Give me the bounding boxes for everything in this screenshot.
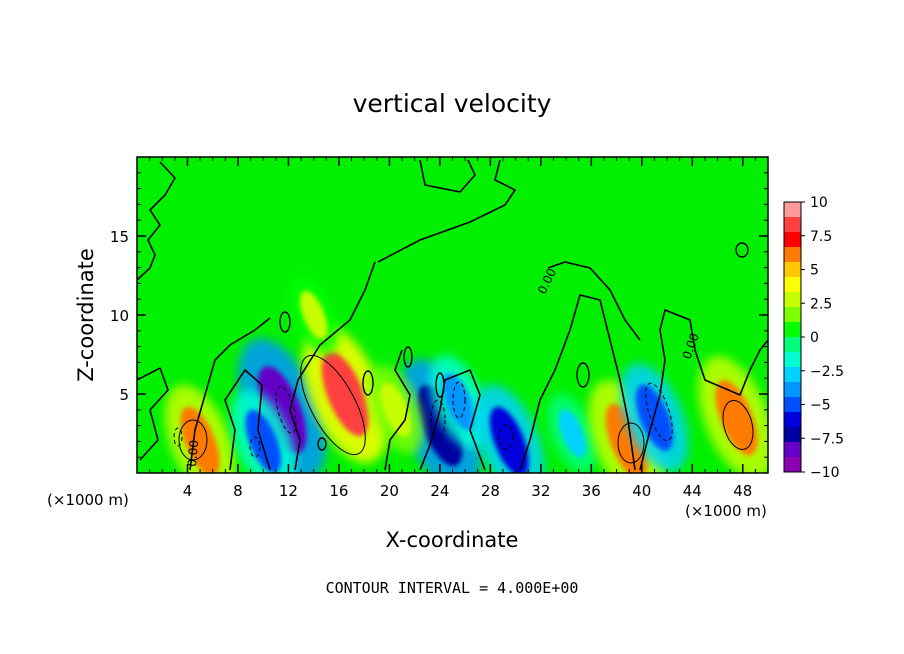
x-tick-label: 8 bbox=[233, 482, 243, 500]
contour-loop-small bbox=[735, 242, 749, 258]
colorbar-swatch bbox=[784, 367, 801, 383]
colorbar-swatch bbox=[784, 262, 801, 278]
downdraft-core bbox=[489, 406, 529, 473]
colorbar-label: 10 bbox=[810, 195, 828, 211]
y-tick-label: 5 bbox=[119, 386, 129, 404]
x-axis-label: X-coordinate bbox=[386, 528, 519, 552]
x-tick-label: 36 bbox=[582, 482, 601, 500]
x-axis-unit-right: (×1000 m) bbox=[685, 502, 767, 520]
colorbar-swatch bbox=[784, 247, 801, 263]
contour-loop-small bbox=[317, 437, 327, 451]
contour-loop-positive-3 bbox=[617, 422, 645, 464]
colorbar-swatch bbox=[784, 442, 801, 458]
contour-loop-small bbox=[403, 346, 413, 368]
contour-lines bbox=[137, 159, 768, 471]
y-axis: 5 10 15 bbox=[110, 172, 768, 458]
y-tick-label: 15 bbox=[110, 228, 129, 246]
contour-loop-negative-1 bbox=[275, 386, 297, 434]
x-tick-label: 24 bbox=[430, 482, 449, 500]
velocity-field bbox=[164, 275, 768, 473]
contour-loop-small bbox=[279, 311, 291, 333]
x-axis-unit-left: (×1000 m) bbox=[47, 491, 129, 509]
updraft-core bbox=[321, 351, 369, 437]
contour-loop-small bbox=[576, 362, 590, 388]
colorbar-label: 5 bbox=[810, 263, 819, 279]
colorbar-swatch bbox=[784, 427, 801, 443]
colorbar-swatch bbox=[784, 382, 801, 398]
colorbar-label: −7.5 bbox=[810, 431, 844, 447]
updraft-core bbox=[300, 290, 328, 340]
colorbar-label: 2.5 bbox=[810, 296, 832, 312]
x-tick-label: 40 bbox=[632, 482, 651, 500]
x-tick-label: 4 bbox=[183, 482, 193, 500]
x-tick-label: 32 bbox=[531, 482, 550, 500]
downdraft-core bbox=[442, 373, 475, 431]
y-axis-label: Z-coordinate bbox=[74, 248, 98, 382]
x-tick-label: 16 bbox=[329, 482, 348, 500]
colorbar: 10 7.5 5 2.5 0 −2.5 −5 −7.5 −10 bbox=[783, 195, 844, 481]
colorbar-label: 0 bbox=[810, 330, 819, 346]
contour-loop-negative-3 bbox=[452, 381, 466, 419]
colorbar-swatch bbox=[784, 307, 801, 323]
contour-line-lower bbox=[137, 261, 768, 471]
contour-interval-annotation: CONTOUR INTERVAL = 4.000E+00 bbox=[326, 579, 579, 597]
updraft-core bbox=[180, 406, 220, 473]
contour-loop-negative-6 bbox=[173, 427, 183, 447]
colorbar-swatch bbox=[784, 352, 801, 368]
colorbar-label: 7.5 bbox=[810, 229, 832, 245]
colorbar-swatch bbox=[784, 397, 801, 413]
x-tick-label: 48 bbox=[733, 482, 752, 500]
colorbar-swatch bbox=[784, 337, 801, 353]
contour-label: 0.00 bbox=[185, 439, 201, 467]
colorbar-swatch bbox=[784, 292, 801, 308]
colorbar-swatch bbox=[784, 322, 801, 338]
colorbar-swatch bbox=[784, 412, 801, 428]
x-tick-label: 28 bbox=[481, 482, 500, 500]
contour-loop-small bbox=[435, 372, 445, 398]
contour-loop-negative-7 bbox=[249, 436, 261, 458]
x-axis: 4 8 12 16 20 24 28 32 36 40 44 48 bbox=[149, 157, 756, 500]
contour-loop-negative-2 bbox=[430, 399, 446, 441]
x-tick-label: 44 bbox=[683, 482, 702, 500]
contour-line-upper-right bbox=[547, 261, 641, 341]
colorbar-swatch bbox=[784, 202, 801, 218]
colorbar-swatch bbox=[784, 232, 801, 248]
contour-loop-negative-5 bbox=[645, 382, 673, 442]
contour-loop-positive-2 bbox=[300, 354, 366, 456]
colorbar-swatch bbox=[784, 217, 801, 233]
updraft-core bbox=[715, 380, 758, 456]
colorbar-swatch bbox=[784, 457, 801, 473]
contour-loop-positive-4 bbox=[722, 400, 754, 450]
plot-area bbox=[136, 156, 769, 474]
downdraft-core bbox=[558, 409, 587, 458]
x-tick-label: 12 bbox=[279, 482, 298, 500]
contour-loop-negative-4 bbox=[498, 424, 514, 450]
colorbar-swatch bbox=[784, 277, 801, 293]
contour-loop-positive-1 bbox=[178, 419, 208, 461]
y-tick-label: 10 bbox=[110, 307, 129, 325]
colorbar-label: −10 bbox=[810, 465, 840, 481]
chart-title: vertical velocity bbox=[353, 89, 552, 118]
downdraft-core bbox=[245, 409, 281, 473]
downdraft-core bbox=[417, 385, 463, 467]
contour-loop-small bbox=[362, 370, 374, 396]
colorbar-label: −5 bbox=[810, 398, 831, 414]
x-tick-label: 20 bbox=[380, 482, 399, 500]
contour-line-upper bbox=[137, 159, 517, 281]
contour-lines-negative bbox=[173, 381, 673, 458]
downdraft-core bbox=[635, 384, 673, 451]
colorbar-label: −2.5 bbox=[810, 364, 844, 380]
